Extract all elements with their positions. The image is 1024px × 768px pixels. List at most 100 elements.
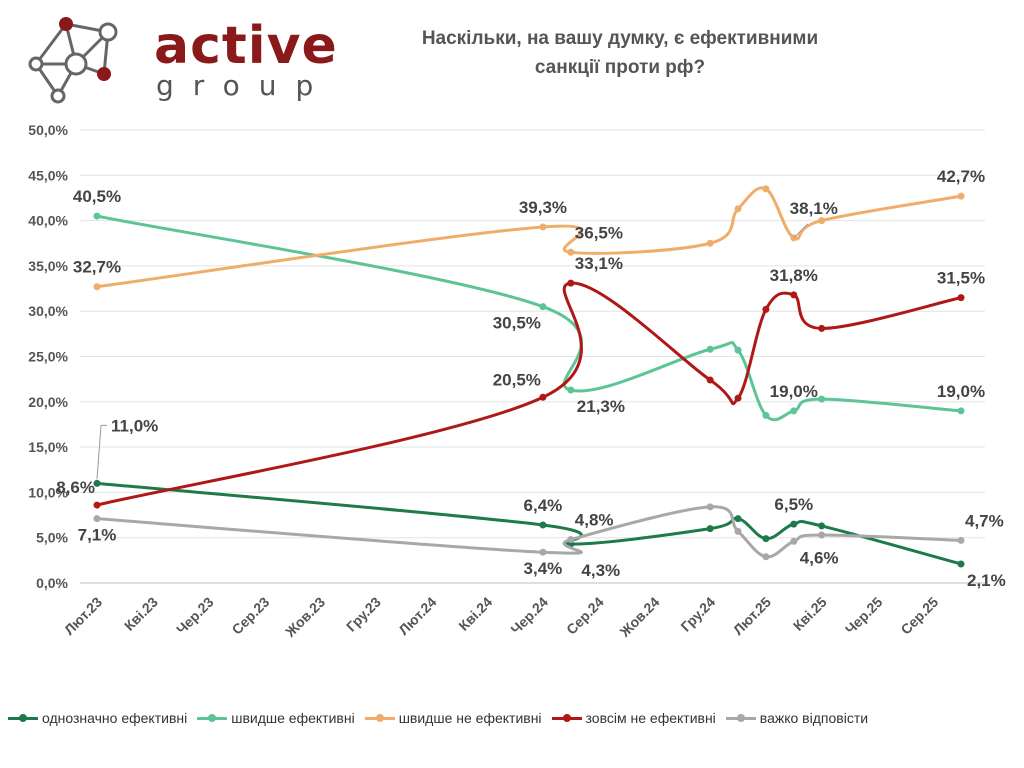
x-tick-label: Лют.24	[395, 594, 439, 638]
data-label: 6,4%	[524, 496, 563, 515]
chart-title-line-2: санкції проти рф?	[534, 57, 706, 78]
y-tick-label: 5,0%	[36, 530, 68, 546]
legend-swatch-icon	[364, 713, 395, 723]
x-tick-label: Сер.24	[563, 594, 607, 638]
x-tick-label: Чер.24	[507, 594, 551, 638]
x-tick-label: Кві.23	[121, 594, 161, 634]
data-point	[957, 192, 965, 200]
brand-subtitle: group	[156, 69, 333, 102]
data-label: 4,8%	[575, 511, 614, 530]
y-tick-label: 20,0%	[28, 394, 68, 410]
data-point	[818, 217, 826, 225]
x-tick-label: Кві.24	[455, 594, 495, 634]
data-point	[539, 548, 547, 556]
chart-title: Наскільки, на вашу думку, є ефективними …	[340, 24, 900, 82]
data-point	[93, 479, 101, 487]
x-tick-label: Гру.24	[677, 594, 718, 635]
legend-swatch-icon	[551, 713, 582, 723]
data-point	[818, 395, 826, 403]
data-point	[539, 521, 547, 529]
legend-swatch-icon	[8, 713, 38, 723]
line-chart: 0,0%5,0%10,0%15,0%20,0%25,0%30,0%35,0%40…	[28, 122, 1006, 641]
data-point	[567, 536, 575, 544]
data-point	[957, 536, 965, 544]
data-point	[539, 223, 547, 231]
x-tick-label: Чер.23	[173, 594, 217, 638]
data-point	[734, 527, 742, 535]
chart-title-line-1: Наскільки, на вашу думку, є ефективними	[421, 28, 819, 49]
data-label: 20,5%	[493, 370, 541, 389]
x-tick-label: Сер.23	[229, 594, 273, 638]
data-label: 31,5%	[937, 269, 985, 288]
series-2	[93, 212, 965, 422]
y-tick-label: 10,0%	[28, 484, 68, 500]
data-point	[734, 346, 742, 354]
data-point	[567, 248, 575, 256]
data-point	[818, 522, 826, 530]
data-point	[734, 205, 742, 213]
legend-label: зовсім не ефективні	[585, 710, 716, 726]
data-label: 4,6%	[800, 548, 839, 567]
data-point	[706, 376, 714, 384]
data-point	[567, 279, 575, 287]
data-label: 39,3%	[519, 198, 567, 217]
data-label: 30,5%	[493, 314, 541, 333]
x-tick-label: Гру.23	[343, 594, 384, 635]
data-label: 4,7%	[965, 511, 1004, 530]
data-label: 2,1%	[967, 571, 1006, 590]
x-tick-label: Лют.25	[730, 594, 774, 638]
data-point	[93, 501, 101, 509]
brand-name: active	[154, 16, 338, 76]
leader-line	[793, 223, 809, 239]
legend-item: важко відповісти	[725, 710, 868, 726]
data-label: 42,7%	[937, 167, 985, 186]
data-point	[790, 407, 798, 415]
data-labels: 40,5% 32,7% 11,0% 8,6% 7,1% 39,3% 30,5% 20,5% 6,…	[56, 167, 1006, 590]
data-label: 19,0%	[937, 382, 985, 401]
data-point	[706, 345, 714, 353]
data-point	[539, 303, 547, 311]
series-1	[93, 479, 965, 568]
x-tick-label: Жов.24	[616, 594, 663, 641]
y-tick-label: 40,0%	[28, 213, 68, 229]
data-point	[818, 531, 826, 539]
data-point	[734, 394, 742, 402]
y-tick-label: 25,0%	[28, 349, 68, 365]
series-3	[93, 185, 965, 291]
data-point	[567, 386, 575, 394]
data-label: 19,0%	[770, 382, 818, 401]
y-tick-label: 0,0%	[36, 575, 68, 591]
data-point	[762, 411, 770, 419]
y-tick-label: 15,0%	[28, 439, 68, 455]
series-4	[93, 279, 965, 509]
data-point	[93, 515, 101, 523]
series-5	[93, 503, 965, 561]
legend-item: швидше ефективні	[197, 710, 355, 726]
legend-label: швидше ефективні	[231, 710, 355, 726]
legend-item: швидше не ефективні	[364, 710, 542, 726]
x-tick-label: Жов.23	[281, 594, 328, 641]
network-logo-icon	[28, 17, 118, 104]
data-point	[762, 553, 770, 561]
data-point	[706, 503, 714, 511]
legend-label: швидше не ефективні	[398, 710, 542, 726]
data-point	[790, 537, 798, 545]
data-point	[762, 535, 770, 543]
data-label: 11,0%	[111, 416, 158, 435]
x-tick-label: Сер.25	[897, 594, 941, 638]
data-point	[93, 283, 101, 291]
chart-legend: однозначно ефективні швидше ефективні швид…	[8, 710, 1018, 726]
data-point	[706, 525, 714, 533]
data-label: 4,3%	[581, 561, 620, 580]
y-tick-label: 45,0%	[28, 167, 68, 183]
data-point	[734, 515, 742, 523]
data-point	[957, 407, 965, 415]
data-label: 33,1%	[575, 254, 623, 273]
x-tick-label: Лют.23	[61, 594, 105, 638]
data-label: 8,6%	[56, 478, 95, 497]
y-tick-label: 30,0%	[28, 303, 68, 319]
data-point	[957, 560, 965, 568]
leader-line	[96, 424, 107, 480]
data-label: 31,8%	[770, 266, 818, 285]
data-label: 3,4%	[524, 559, 563, 578]
